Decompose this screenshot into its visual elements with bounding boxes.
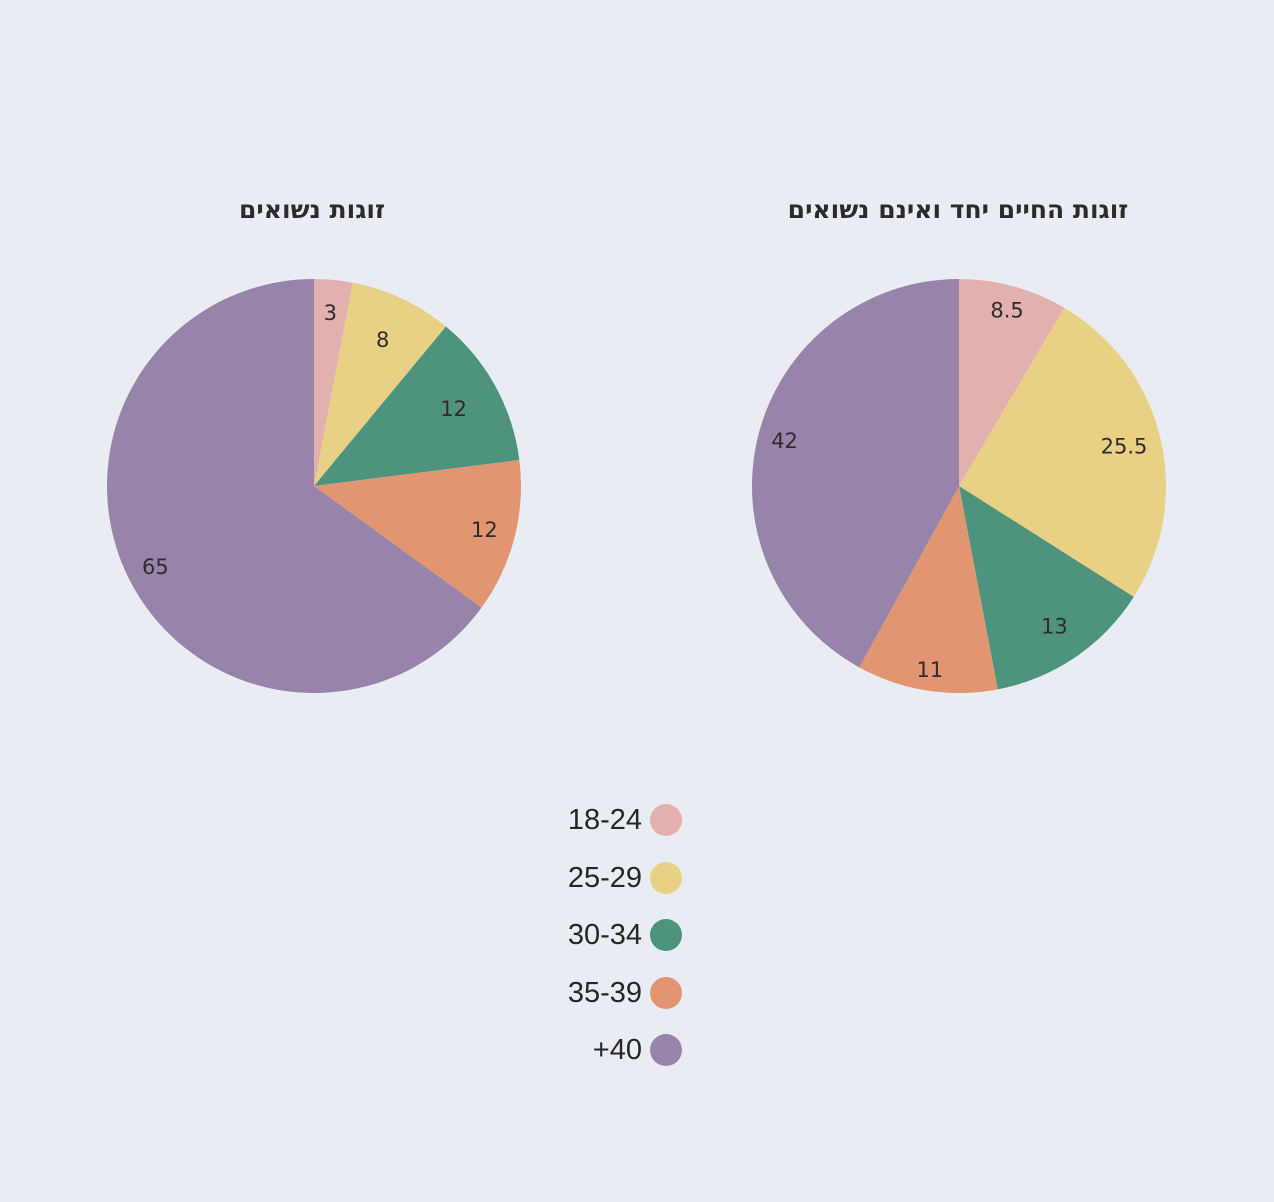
legend-item-18-24: 18-24 [540, 800, 690, 858]
legend-label: +40 [592, 1034, 642, 1066]
pie-slice-35-39 [314, 460, 521, 608]
slice-value-label-35-39: 12 [471, 518, 498, 542]
pie-slice-40-plus [752, 279, 959, 668]
charts-area: זוגות נשואים זוגות החיים יחד ואינם נשואי… [106, 195, 1166, 694]
pie-slice-40-plus [106, 279, 482, 694]
pie-slice-30-34 [314, 326, 520, 486]
legend-item-40-plus: +40 [540, 1030, 690, 1088]
slice-value-label-30-34: 12 [440, 397, 467, 421]
legend-swatch [650, 919, 682, 951]
pie-slice-35-39 [859, 486, 998, 693]
slice-value-label-35-39: 11 [916, 658, 943, 682]
legend-item-35-39: 35-39 [540, 973, 690, 1031]
cohabiting-couples-title: זוגות החיים יחד ואינם נשואים [787, 195, 1129, 224]
legend-swatch [650, 1034, 682, 1066]
legend-label: 25-29 [567, 861, 642, 894]
legend-swatch [650, 976, 682, 1009]
slice-value-label-30-34: 13 [1041, 614, 1068, 638]
legend-label: 18-24 [567, 804, 642, 836]
slice-value-label-18-24: 8.5 [990, 298, 1023, 322]
slice-value-label-18-24: 3 [324, 301, 337, 325]
legend-item-30-34: 30-34 [540, 915, 690, 973]
slice-value-label-25-29: 25.5 [1101, 434, 1148, 458]
pie-slice-25-29 [314, 282, 446, 486]
married-couples-title: זוגות נשואים [239, 195, 385, 224]
legend-item-25-29: 25-29 [540, 858, 690, 916]
legend: 18-24 25-29 30-34 35-39 +40 [540, 800, 690, 1088]
legend-swatch [650, 804, 682, 836]
pie-slice-25-29 [959, 307, 1166, 597]
married-couples-pie: 3 8 12 12 65 [106, 279, 521, 694]
slice-value-label-40-plus: 65 [142, 555, 169, 579]
legend-swatch [650, 861, 682, 894]
cohabiting-couples-pie: 8.5 25.5 13 11 42 [752, 279, 1166, 693]
legend-label: 35-39 [567, 976, 642, 1009]
pie-slice-18-24 [959, 279, 1065, 486]
pie-slice-30-34 [959, 486, 1134, 690]
slice-value-label-40-plus: 42 [771, 429, 798, 453]
legend-label: 30-34 [567, 919, 642, 951]
slice-value-label-25-29: 8 [376, 328, 389, 352]
pie-slice-18-24 [314, 279, 353, 486]
